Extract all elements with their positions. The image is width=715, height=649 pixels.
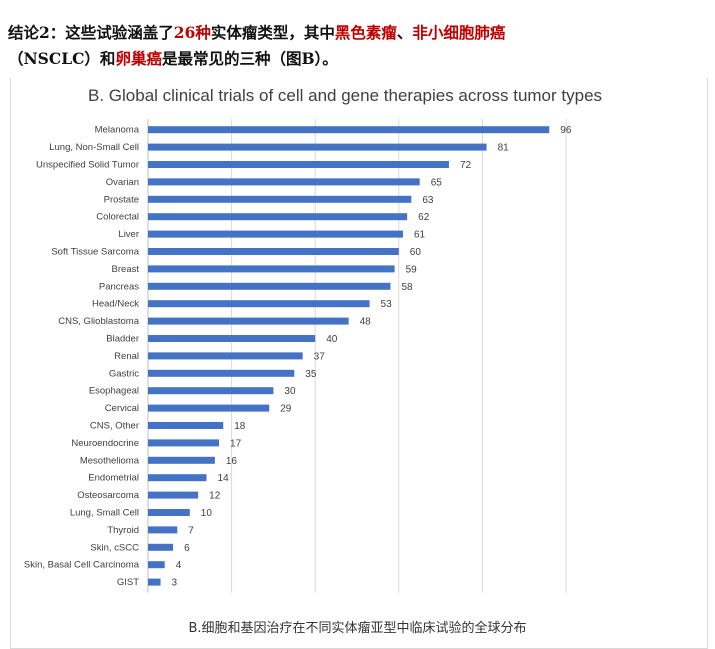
value-label: 48 [360,317,372,328]
value-label: 53 [381,299,393,310]
headline-tumor-3: 卵巢癌 [115,49,162,68]
category-label: Melanoma [95,125,140,136]
category-label: Soft Tissue Sarcoma [51,247,139,258]
headline-part2: 实体瘤类型，其中 [210,23,335,42]
headline-tumor-2: 非小细胞肺癌 [412,23,506,42]
value-label: 30 [284,386,296,397]
category-label: Ovarian [106,177,139,188]
value-label: 4 [176,560,182,571]
bar [148,317,349,325]
bar [148,543,174,551]
value-label: 62 [418,212,430,223]
value-label: 60 [410,247,422,258]
value-label: 63 [422,195,434,206]
bar [148,404,270,412]
bar [148,265,395,273]
value-label: 35 [305,369,317,380]
category-label: Bladder [106,334,139,345]
bar [148,474,207,482]
value-label: 37 [314,351,326,362]
bar [148,143,487,151]
category-label: Unspecified Solid Tumor [36,160,139,171]
bar [148,387,274,395]
category-label: Esophageal [89,386,139,397]
value-label: 65 [431,177,443,188]
bar [148,526,178,534]
value-label: 58 [401,282,413,293]
value-label: 7 [188,525,194,536]
value-label: 40 [326,334,338,345]
category-label: Neuroendocrine [71,438,139,449]
category-label: Liver [118,229,139,240]
headline-separator: 、 [396,23,413,42]
bar [148,213,408,221]
headline-count: 26种 [173,23,211,42]
value-label: 16 [226,456,238,467]
category-label: Lung, Small Cell [70,508,139,519]
headline-part3: （NSCLC）和 [8,49,116,68]
value-label: 14 [218,473,230,484]
bar [148,369,295,377]
category-label: GIST [117,577,139,588]
headline-part4: 是最常见的三种（图B）。 [161,49,338,68]
value-label: 17 [230,438,242,449]
bar [148,248,399,255]
category-label: Thyroid [107,525,139,536]
chart-title: B. Global clinical trials of cell and ge… [88,86,603,105]
category-label: Lung, Non-Small Cell [49,142,139,153]
bar [148,161,449,168]
figure-caption: B.细胞和基因治疗在不同实体瘤亚型中临床试验的全球分布 [188,621,527,636]
category-label: Head/Neck [92,299,139,310]
bar [148,335,316,342]
category-label: Skin, Basal Cell Carcinoma [24,560,140,571]
category-label: CNS, Other [90,421,139,432]
headline-tumor-1: 黑色素瘤 [334,23,397,42]
bar [148,352,303,360]
value-label: 61 [414,230,426,241]
value-label: 29 [280,404,292,415]
category-label: CNS, Glioblastoma [58,316,139,327]
category-label: Endometrial [88,473,139,484]
value-label: 72 [460,160,472,171]
value-label: 3 [172,578,178,589]
category-label: Renal [114,351,139,362]
category-label: Gastric [109,368,139,379]
category-label: Cervical [105,403,139,414]
category-label: Colorectal [96,212,139,223]
bar [148,439,220,447]
headline-part1: 结论2：这些试验涵盖了 [8,23,174,42]
bar [148,300,370,308]
bar [148,230,403,238]
bar [148,456,215,464]
bar [148,178,420,186]
bar [148,126,550,134]
value-label: 59 [406,264,418,275]
value-label: 12 [209,491,221,502]
bar [148,422,224,429]
bar [148,578,161,586]
bar [148,282,391,290]
value-label: 6 [184,543,190,554]
bar [148,509,190,516]
bar [148,491,199,499]
value-label: 10 [201,508,213,519]
bar [148,195,412,203]
category-label: Skin, cSCC [90,542,139,553]
bar [148,561,165,569]
category-label: Osteosarcoma [77,490,139,501]
category-label: Breast [112,264,140,275]
value-label: 96 [560,125,572,136]
value-label: 81 [498,143,510,154]
value-label: 18 [234,421,246,432]
category-label: Prostate [104,194,139,205]
category-label: Mesothelioma [80,455,140,466]
category-label: Pancreas [99,281,139,292]
headline: 结论2：这些试验涵盖了26种实体瘤类型，其中黑色素瘤、非小细胞肺癌 （NSCLC）… [8,20,708,72]
